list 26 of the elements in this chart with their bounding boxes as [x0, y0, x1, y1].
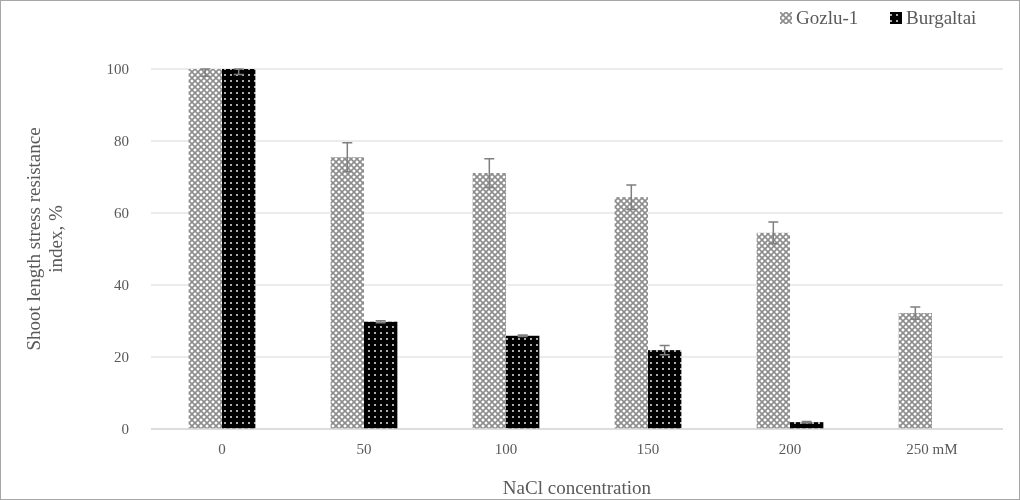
legend-label: Burgaltai — [906, 7, 977, 28]
bar — [614, 197, 648, 429]
x-tick-label: 250 mM — [906, 441, 958, 457]
bar — [898, 313, 932, 429]
y-tick-label: 80 — [114, 133, 129, 150]
bar — [648, 350, 682, 429]
x-tick-label: 200 — [778, 441, 802, 457]
bar — [330, 157, 364, 429]
y-tick-label: 40 — [114, 277, 129, 294]
bar — [188, 69, 222, 429]
bar — [506, 335, 540, 429]
y-tick-label: 20 — [114, 349, 129, 366]
bar — [222, 69, 256, 429]
x-axis-title: NaCl concentration — [502, 477, 652, 498]
bar — [364, 321, 398, 429]
y-tick-label: 100 — [106, 61, 129, 78]
legend-label: Gozlu-1 — [796, 7, 859, 28]
bar — [472, 173, 506, 429]
x-tick-label: 50 — [356, 441, 372, 457]
y-axis-title: Shoot length stress resistance index, % — [23, 127, 66, 351]
y-tick-label: 0 — [121, 421, 129, 438]
x-tick-label: 100 — [494, 441, 518, 457]
bar — [756, 232, 790, 429]
y-tick-label: 60 — [114, 205, 129, 222]
x-tick-label: 0 — [218, 441, 226, 457]
x-tick-label: 150 — [636, 441, 660, 457]
